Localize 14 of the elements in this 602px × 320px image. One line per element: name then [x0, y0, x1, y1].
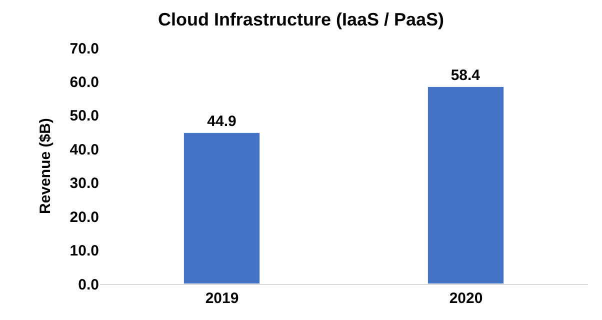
x-tick-label: 2019 — [205, 290, 239, 307]
y-tick-label: 40.0 — [70, 141, 99, 158]
data-label: 58.4 — [450, 66, 481, 84]
y-tick-label: 60.0 — [70, 74, 99, 91]
y-tick-label: 70.0 — [70, 40, 99, 58]
y-axis-title: Revenue ($B) — [37, 118, 54, 214]
y-tick-label: 30.0 — [70, 175, 99, 192]
y-tick-label: 0.0 — [78, 276, 99, 294]
data-label: 44.9 — [207, 112, 236, 130]
y-tick-label: 20.0 — [70, 208, 99, 226]
y-tick-label: 10.0 — [70, 242, 99, 260]
x-tick-label: 2020 — [449, 290, 483, 307]
y-tick-label: 50.0 — [70, 108, 99, 125]
chart-title: Cloud Infrastructure (IaaS / PaaS) — [158, 9, 444, 30]
